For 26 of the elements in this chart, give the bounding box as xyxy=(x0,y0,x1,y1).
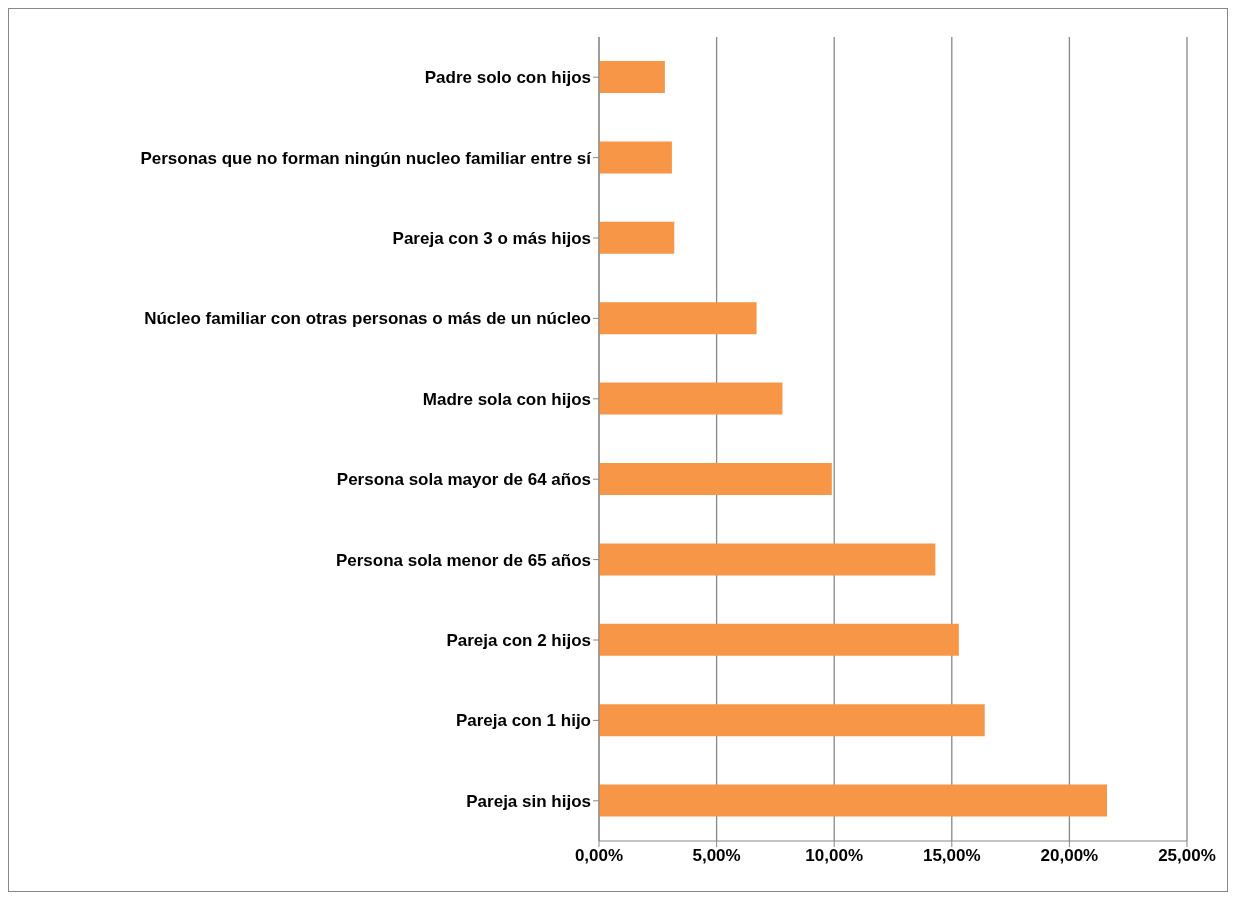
y-tick-label: Pareja sin hijos xyxy=(466,791,591,811)
bar xyxy=(599,61,665,93)
y-tick-label: Pareja con 3 o más hijos xyxy=(392,229,591,249)
y-tick-label: Padre solo con hijos xyxy=(424,68,591,88)
y-tick-label: Madre sola con hijos xyxy=(422,389,591,409)
bar xyxy=(599,221,675,254)
x-tick-label: 20,00% xyxy=(1040,846,1099,866)
x-tick-label: 10,00% xyxy=(805,846,864,866)
bar xyxy=(599,382,783,415)
y-tick-label: Persona sola mayor de 64 años xyxy=(336,470,591,490)
y-tick-label: Núcleo familiar con otras personas o más de un núcleo xyxy=(144,309,591,329)
x-tick-label: 0,00% xyxy=(574,846,624,866)
bar xyxy=(599,141,672,174)
bar xyxy=(599,463,832,495)
y-tick-label: Persona sola menor de 65 años xyxy=(335,550,591,570)
x-tick-label: 5,00% xyxy=(692,846,741,866)
bar xyxy=(599,784,1108,817)
bar xyxy=(599,543,936,576)
y-tick-label: Pareja con 2 hijos xyxy=(446,631,591,651)
bar xyxy=(599,623,959,656)
bar xyxy=(599,704,985,737)
x-tick-label: 25,00% xyxy=(1158,846,1216,866)
y-tick-label: Pareja con 1 hijo xyxy=(455,711,591,731)
y-tick-label: Personas que no forman ningún nucleo familiar entre sí xyxy=(140,148,593,168)
x-tick-label: 15,00% xyxy=(922,846,981,866)
bar xyxy=(599,302,757,335)
